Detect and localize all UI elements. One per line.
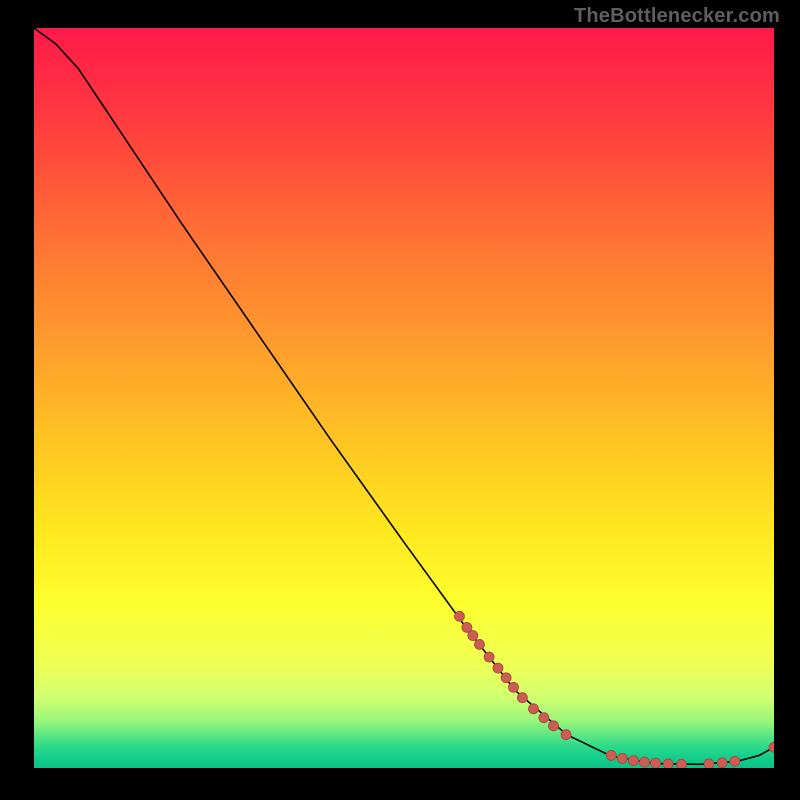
watermark-label: TheBottlenecker.com	[574, 5, 780, 28]
data-point	[628, 756, 638, 766]
data-point	[474, 639, 484, 649]
data-point	[663, 759, 673, 768]
data-point	[617, 753, 627, 763]
data-point	[468, 631, 478, 641]
data-point	[769, 742, 774, 752]
plot-area	[34, 28, 774, 768]
data-point	[493, 663, 503, 673]
data-point	[509, 682, 519, 692]
data-point	[640, 757, 650, 767]
data-point	[529, 704, 539, 714]
data-point	[730, 756, 740, 766]
data-point	[539, 713, 549, 723]
stage: TheBottlenecker.com	[0, 0, 800, 800]
data-point	[651, 758, 661, 768]
chart-svg	[34, 28, 774, 768]
data-point	[606, 750, 616, 760]
data-point	[677, 759, 687, 768]
data-point	[548, 721, 558, 731]
bottleneck-curve	[34, 28, 774, 764]
data-point	[501, 673, 511, 683]
data-point	[484, 652, 494, 662]
data-point	[517, 693, 527, 703]
data-point	[704, 759, 714, 768]
data-point	[717, 758, 727, 768]
data-point	[455, 611, 465, 621]
data-point	[561, 730, 571, 740]
